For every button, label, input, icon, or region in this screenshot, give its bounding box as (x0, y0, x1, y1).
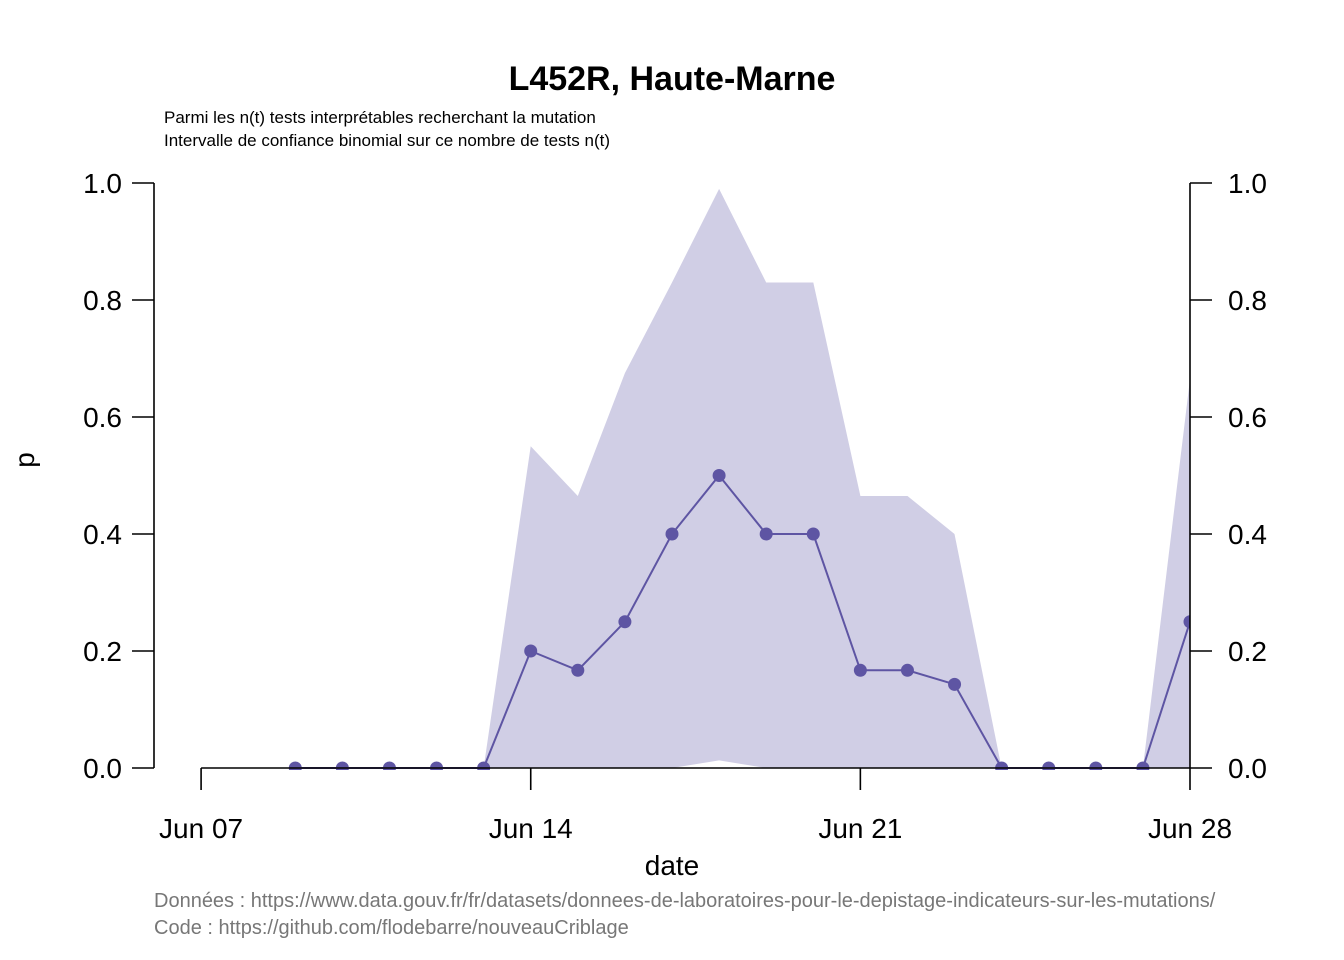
chart-title: L452R, Haute-Marne (509, 60, 836, 98)
y-tick-label-left: 0.8 (83, 285, 122, 316)
y-tick-label-right: 0.6 (1228, 402, 1267, 433)
data-point (900, 663, 914, 677)
y-tick-label-left: 0.4 (83, 519, 122, 550)
axes: 0.0 0.0 0.2 0.2 0.4 0.4 0.6 0.6 0.8 0.8 1.0 1.0 Jun … (83, 168, 1267, 844)
code-source-caption: Code : https://github.com/flodebarre/nou… (154, 917, 629, 939)
chart-subtitle-line-1: Parmi les n(t) tests interprétables rech… (164, 108, 596, 127)
y-tick-label-left: 1.0 (83, 168, 122, 199)
plot-area (288, 188, 1190, 770)
data-point (806, 527, 820, 541)
data-point (618, 615, 632, 629)
data-point (712, 469, 726, 482)
data-point (571, 663, 585, 677)
y-tick-label-left: 0.0 (83, 753, 122, 784)
y-tick-label-right: 0.8 (1228, 285, 1267, 316)
y-tick-label-right: 1.0 (1228, 168, 1267, 199)
y-axis-title: p (9, 452, 40, 468)
chart-subtitle-line-2: Intervalle de confiance binomial sur ce … (164, 131, 610, 150)
x-axis-title: date (645, 850, 700, 881)
x-tick-label: Jun 14 (489, 813, 573, 844)
y-tick-label-left: 0.2 (83, 636, 122, 667)
y-tick-label-right: 0.0 (1228, 753, 1267, 784)
y-tick-label-right: 0.2 (1228, 636, 1267, 667)
y-tick-label-right: 0.4 (1228, 519, 1267, 550)
data-point (524, 644, 538, 658)
x-tick-label: Jun 28 (1148, 813, 1232, 844)
data-point (853, 663, 867, 677)
x-tick-label: Jun 07 (159, 813, 243, 844)
confidence-band (295, 188, 1190, 768)
data-source-caption: Données : https://www.data.gouv.fr/fr/da… (154, 890, 1216, 912)
x-tick-label: Jun 21 (818, 813, 902, 844)
data-point (665, 527, 679, 541)
y-tick-label-left: 0.6 (83, 402, 122, 433)
data-point (948, 677, 962, 691)
data-point (759, 527, 773, 541)
data-point (1183, 615, 1190, 629)
